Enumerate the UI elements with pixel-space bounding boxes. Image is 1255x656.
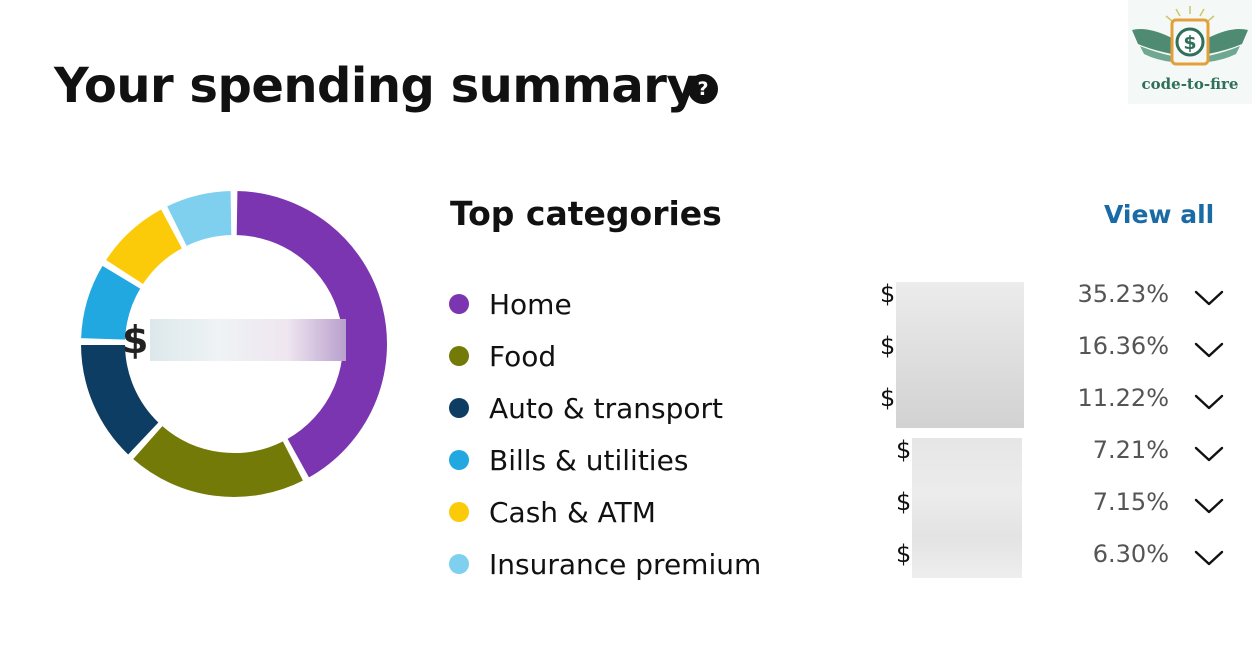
category-amount-currency: $ <box>880 280 896 308</box>
category-row[interactable]: Food $16.36% <box>0 332 1255 384</box>
chevron-down-icon[interactable] <box>1193 544 1225 568</box>
category-row[interactable]: Home $35.23% <box>0 280 1255 332</box>
total-currency-symbol: $ <box>122 318 149 362</box>
chevron-down-icon[interactable] <box>1193 336 1225 360</box>
category-label: Home <box>489 288 572 321</box>
chevron-down-icon[interactable] <box>1193 440 1225 464</box>
donut-slice[interactable] <box>164 189 234 249</box>
chevron-down-icon[interactable] <box>1193 492 1225 516</box>
chevron-down-icon[interactable] <box>1193 284 1225 308</box>
category-label: Food <box>489 340 557 373</box>
category-row[interactable]: Bills & utilities $7.21% <box>0 436 1255 488</box>
donut-slice[interactable] <box>103 207 185 287</box>
logo: $ code-to-fire <box>1128 0 1252 104</box>
category-label: Insurance premium <box>489 548 762 581</box>
legend-dot <box>449 398 469 418</box>
category-row[interactable]: Auto & transport $11.22% <box>0 384 1255 436</box>
category-amount-currency: $ <box>880 332 896 360</box>
logo-text: code-to-fire <box>1142 75 1239 93</box>
total-amount: $ <box>122 318 347 362</box>
legend-dot <box>449 554 469 574</box>
category-percent: 35.23% <box>1077 280 1169 308</box>
category-amount-currency: $ <box>896 540 912 568</box>
legend-dot <box>449 450 469 470</box>
logo-glyph: $ <box>1183 32 1196 54</box>
view-all-link[interactable]: View all <box>1104 200 1215 229</box>
donut-slice[interactable] <box>79 263 143 342</box>
donut-slice[interactable] <box>130 423 306 499</box>
category-row[interactable]: Cash & ATM $7.15% <box>0 488 1255 540</box>
category-percent: 7.21% <box>1092 436 1169 464</box>
help-icon[interactable]: ? <box>688 74 718 104</box>
chevron-down-icon[interactable] <box>1193 388 1225 412</box>
top-categories-title: Top categories <box>450 194 722 233</box>
page-title: Your spending summary <box>54 58 698 114</box>
legend-dot <box>449 294 469 314</box>
amount-redacted-block <box>896 282 1024 428</box>
logo-graphic: $ code-to-fire <box>1132 6 1248 93</box>
donut-chart <box>79 189 389 499</box>
category-amount-currency: $ <box>880 384 896 412</box>
donut-slice[interactable] <box>79 343 161 457</box>
amount-redacted-block <box>912 438 1022 578</box>
legend-dot <box>449 346 469 366</box>
category-percent: 16.36% <box>1077 332 1169 360</box>
donut-slice[interactable] <box>234 189 389 480</box>
category-label: Auto & transport <box>489 392 724 425</box>
category-amount-currency: $ <box>896 488 912 516</box>
category-percent: 6.30% <box>1092 540 1169 568</box>
category-label: Cash & ATM <box>489 496 656 529</box>
total-amount-redacted <box>150 319 347 361</box>
category-percent: 11.22% <box>1077 384 1169 412</box>
category-label: Bills & utilities <box>489 444 689 477</box>
legend-dot <box>449 502 469 522</box>
category-percent: 7.15% <box>1092 488 1169 516</box>
category-amount-currency: $ <box>896 436 912 464</box>
category-row[interactable]: Insurance premium $6.30% <box>0 540 1255 592</box>
